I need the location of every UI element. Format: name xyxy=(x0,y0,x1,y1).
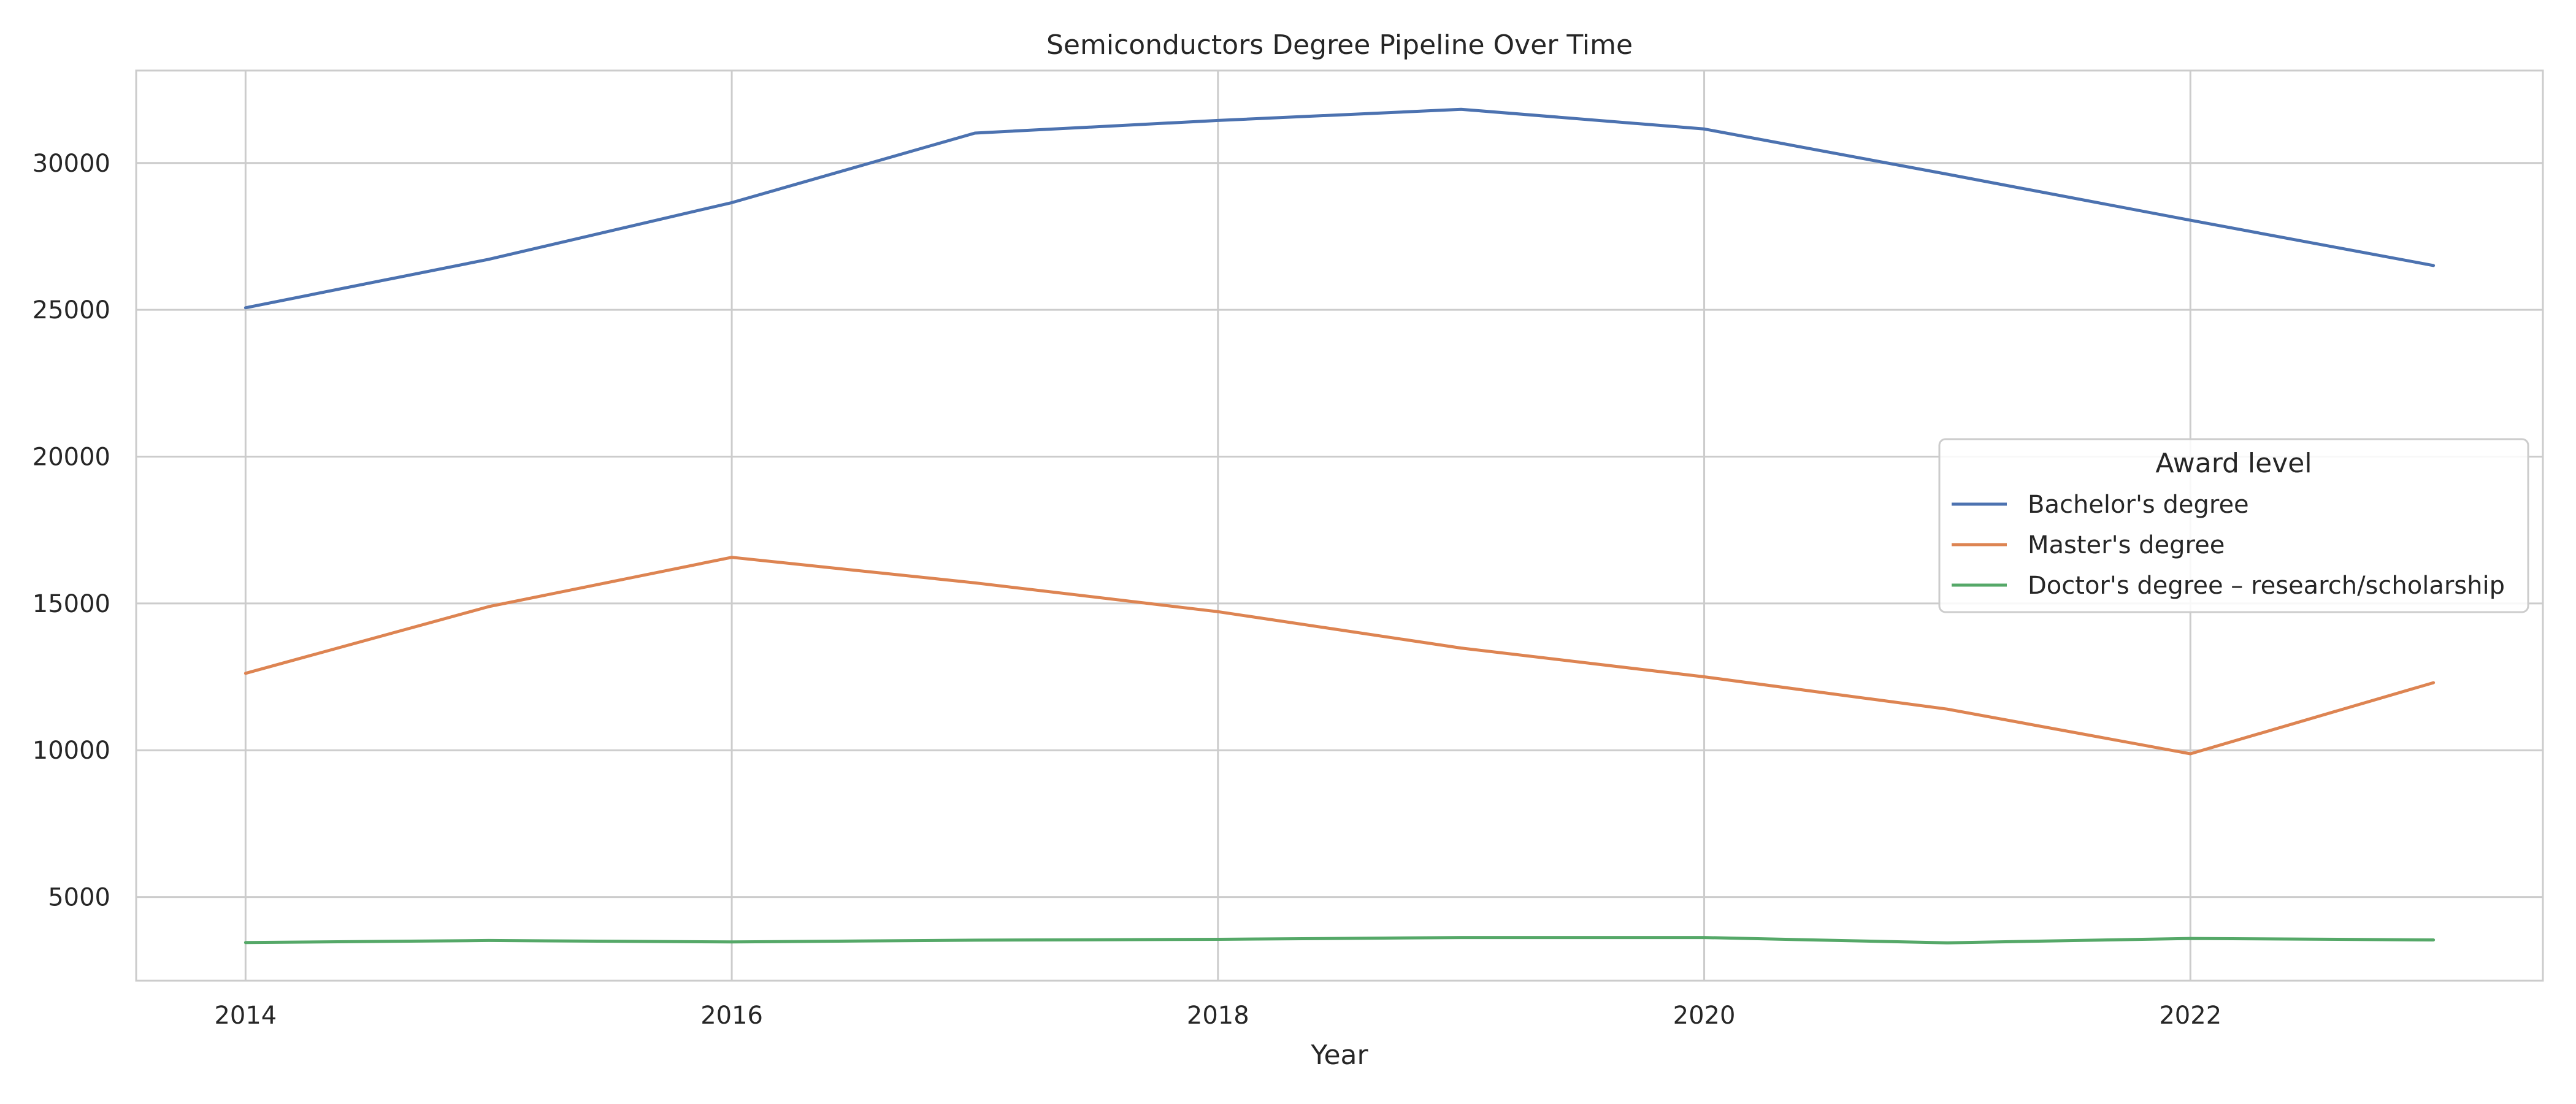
legend: Award level Bachelor's degree Master's de… xyxy=(1938,438,2529,613)
legend-items: Bachelor's degree Master's degree Doctor's… xyxy=(1952,491,2505,600)
series-line xyxy=(243,107,2436,310)
legend-label: Doctor's degree – research/scholarship xyxy=(2028,572,2505,600)
tick-labels: 2014 2016 2018 2020 2022 5000 10000 15000 20000 2… xyxy=(33,150,2221,1030)
y-tick-label: 5000 xyxy=(48,884,110,912)
x-tick-label: 2014 xyxy=(214,1002,277,1030)
series-lines xyxy=(243,107,2436,945)
legend-label: Master's degree xyxy=(2028,531,2225,559)
legend-title: Award level xyxy=(2155,448,2312,479)
legend-box xyxy=(1938,438,2529,613)
grid xyxy=(136,71,2543,981)
plot-frame xyxy=(135,69,2544,982)
x-tick-label: 2020 xyxy=(1673,1002,1736,1030)
series-line xyxy=(243,936,2436,945)
y-tick-label: 25000 xyxy=(33,296,110,324)
x-tick-label: 2016 xyxy=(700,1002,763,1030)
x-tick-label: 2018 xyxy=(1187,1002,1249,1030)
chart-title: Semiconductors Degree Pipeline Over Time xyxy=(1046,29,1633,61)
y-tick-label: 15000 xyxy=(33,590,110,618)
y-tick-label: 20000 xyxy=(33,443,110,472)
x-axis-title: Year xyxy=(1310,1040,1368,1071)
x-tick-label: 2022 xyxy=(2159,1002,2221,1030)
y-tick-label: 30000 xyxy=(33,150,110,178)
y-tick-label: 10000 xyxy=(33,737,110,765)
series-line xyxy=(243,556,2436,756)
legend-label: Bachelor's degree xyxy=(2028,491,2249,519)
